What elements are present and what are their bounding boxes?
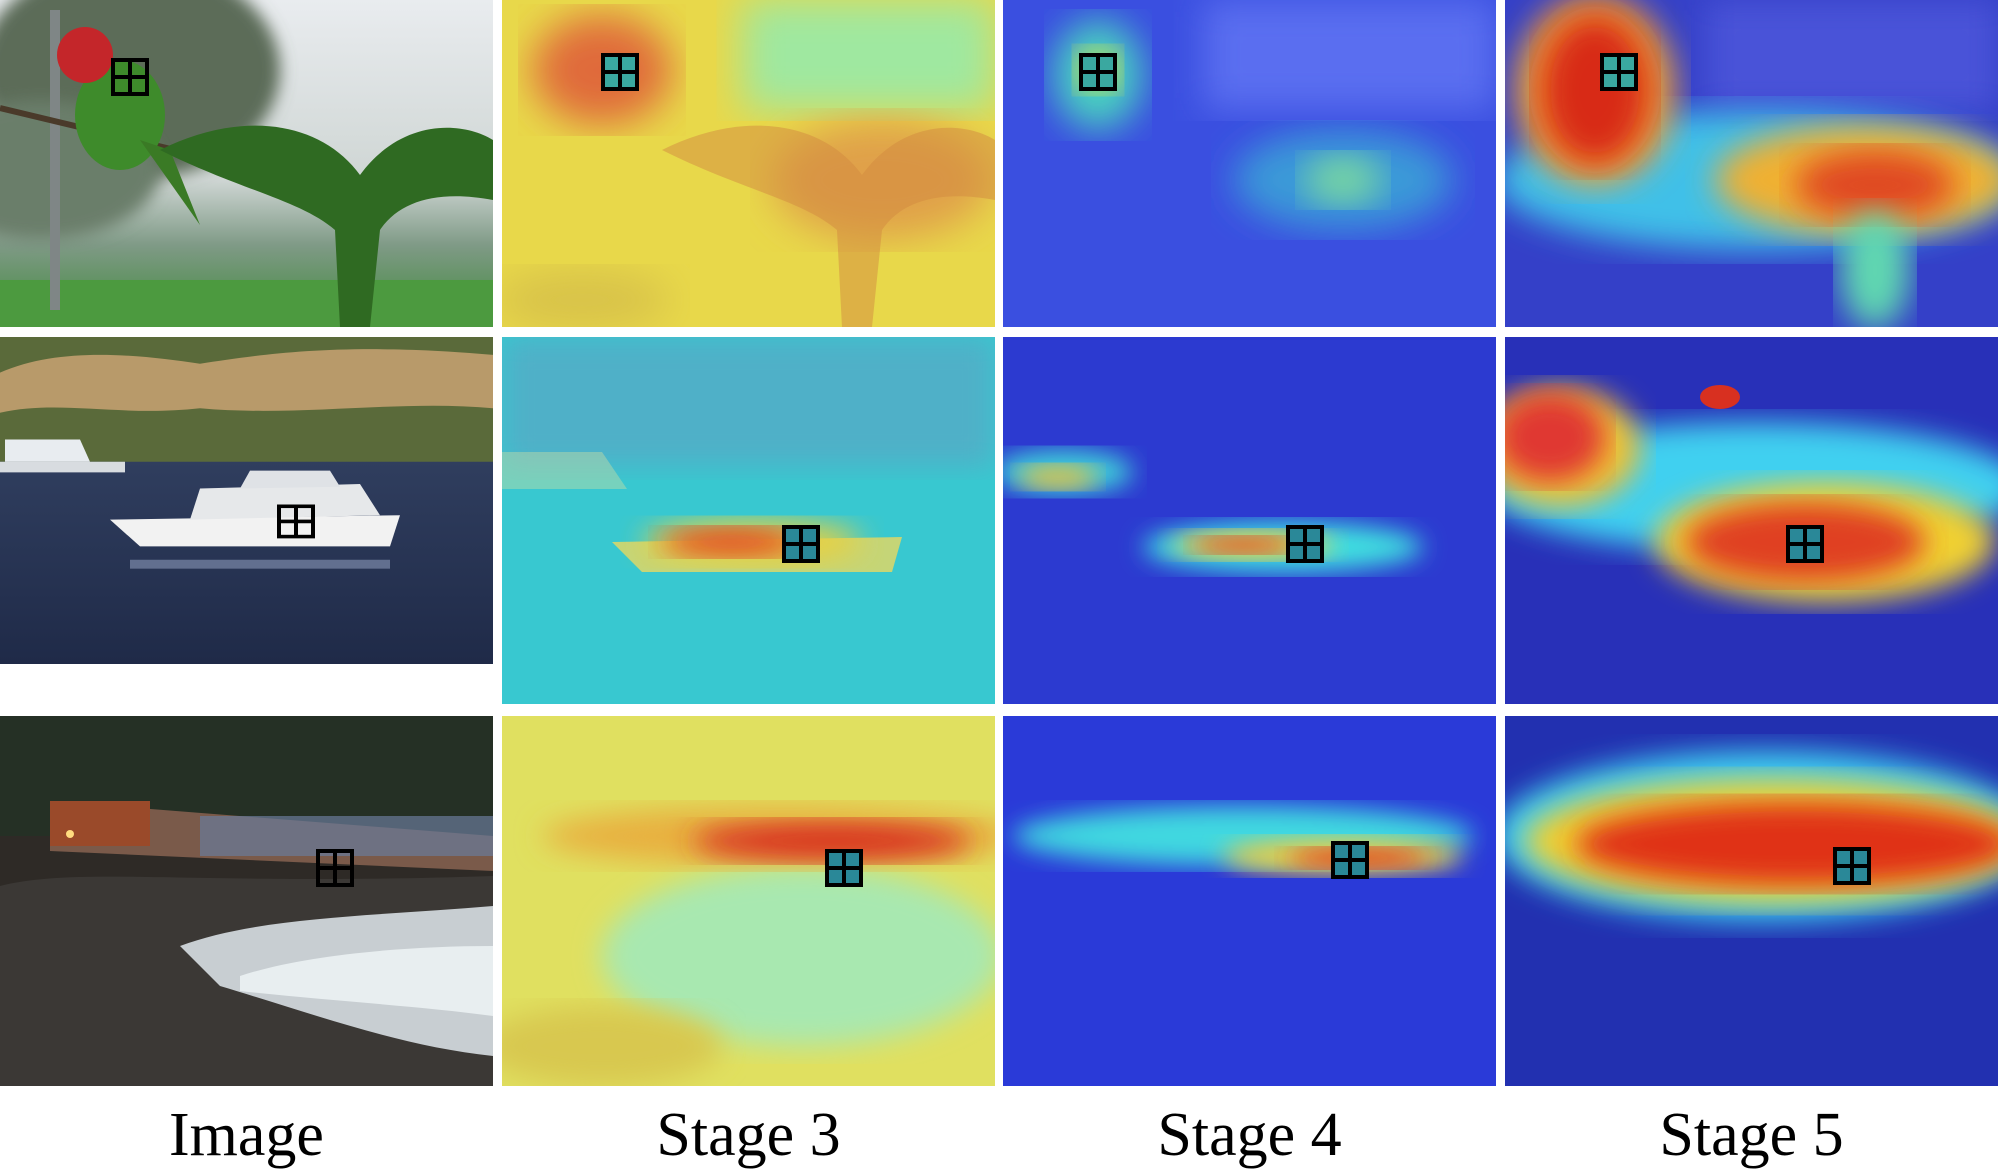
parrot-stage5-heatmap — [1505, 0, 1998, 327]
parrot-stage4-heatmap — [1003, 0, 1496, 327]
column-label-stage4: Stage 4 — [1157, 1101, 1342, 1169]
boat-stage4-heatmap — [1003, 337, 1496, 704]
train-photo — [0, 716, 493, 1086]
parrot-photo — [0, 0, 493, 327]
boat-stage5-heatmap — [1505, 337, 1998, 704]
column-label-image: Image — [169, 1101, 324, 1169]
train-stage3-heatmap — [502, 716, 995, 1086]
column-label-stage5: Stage 5 — [1659, 1101, 1844, 1169]
train-stage5-heatmap — [1505, 716, 1998, 1086]
column-label-stage3: Stage 3 — [656, 1101, 841, 1169]
parrot-stage3-heatmap — [502, 0, 995, 327]
boat-photo — [0, 337, 493, 664]
boat-stage3-heatmap — [502, 337, 995, 704]
train-stage4-heatmap — [1003, 716, 1496, 1086]
